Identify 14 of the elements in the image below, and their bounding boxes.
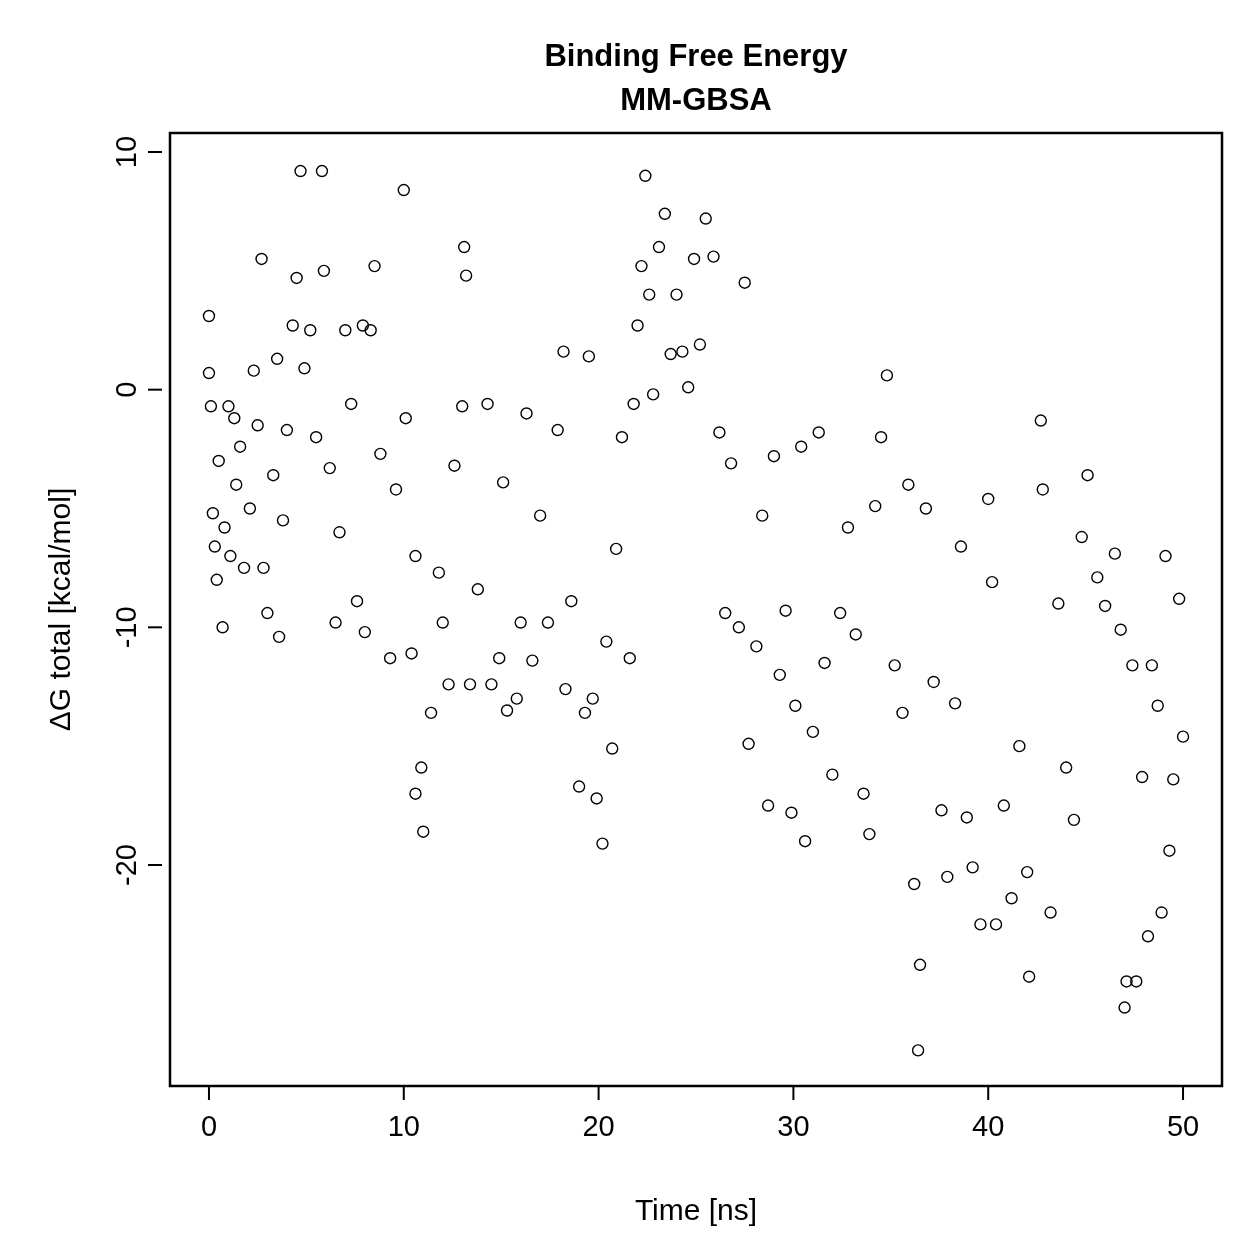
y-tick-label: 0 (110, 381, 142, 398)
x-tick-label: 40 (972, 1110, 1005, 1142)
x-tick-label: 50 (1166, 1110, 1200, 1142)
x-tick-label: 10 (387, 1110, 420, 1142)
x-tick-label: 30 (777, 1110, 810, 1142)
chart-title: Binding Free Energy (544, 38, 849, 73)
x-tick-label: 20 (582, 1110, 615, 1142)
x-axis-title: Time [ns] (634, 1193, 758, 1226)
y-tick-label: -10 (110, 606, 142, 649)
chart-subtitle: MM-GBSA (620, 82, 772, 117)
x-tick-label: 0 (200, 1110, 218, 1142)
y-tick-label: -20 (110, 844, 142, 886)
y-tick-label: 10 (110, 135, 142, 169)
y-axis-title: ΔG total [kcal/mol] (43, 487, 76, 732)
